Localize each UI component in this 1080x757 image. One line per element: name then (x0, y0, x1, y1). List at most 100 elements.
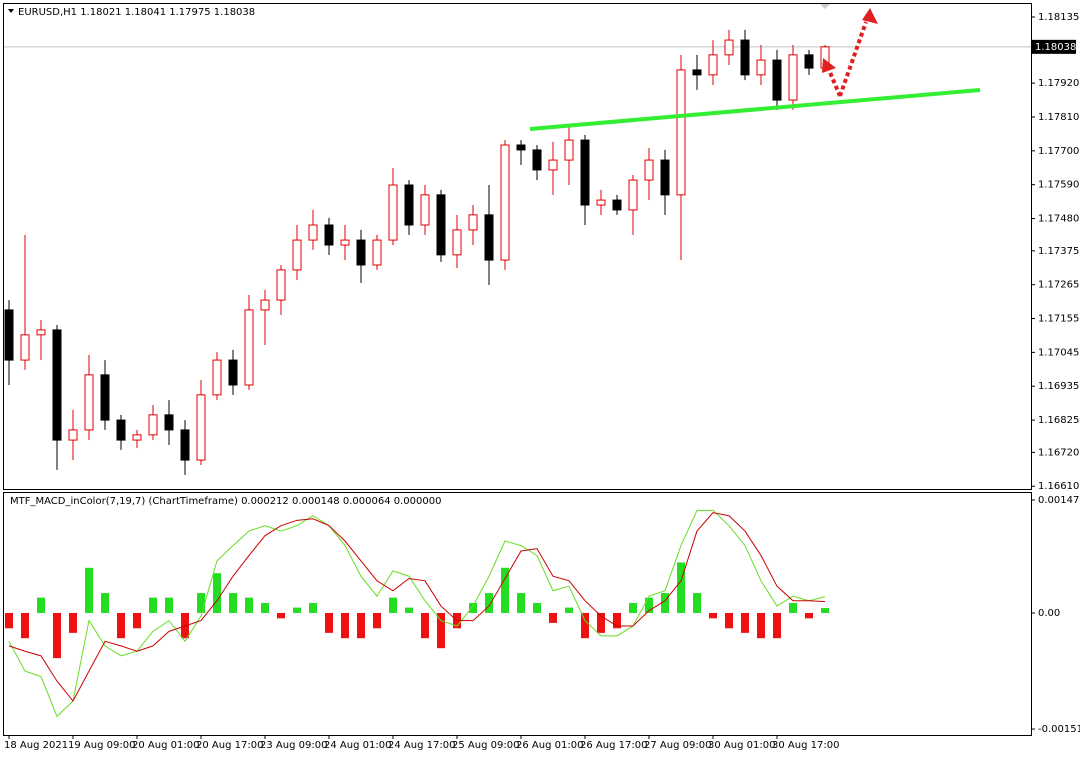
candle-body (196, 394, 206, 461)
arrow-head (862, 8, 878, 24)
candle-body (500, 144, 510, 261)
macd-bar (309, 603, 317, 613)
macd-bar (325, 612, 333, 633)
candle-body (100, 374, 110, 421)
macd-bar (5, 612, 13, 629)
x-tick-label: 30 Aug 17:00 (772, 740, 839, 751)
x-tick-label: 24 Aug 01:00 (324, 740, 391, 751)
macd-bar (469, 603, 477, 613)
macd-bar (581, 612, 589, 639)
candle-body (788, 54, 798, 101)
candle-body (612, 199, 622, 211)
candle-body (452, 229, 462, 256)
macd-bar (37, 597, 45, 613)
candle-body (596, 199, 606, 206)
y-tick-label: 1.17155 (1038, 314, 1079, 325)
candle-body (276, 269, 286, 301)
macd-bar (501, 567, 509, 613)
macd-bar (197, 593, 205, 613)
macd-bar (53, 612, 61, 659)
macd-bar (165, 597, 173, 613)
macd-bar (549, 612, 557, 623)
macd-bar (757, 612, 765, 639)
macd-bar (661, 593, 669, 613)
candle-body (468, 214, 478, 231)
macd-bar (149, 597, 157, 613)
candle-body (708, 54, 718, 76)
candle-body (20, 334, 30, 361)
macd-bar (613, 612, 621, 629)
candle-body (516, 144, 526, 151)
y-tick-label: 1.16935 (1038, 381, 1079, 392)
x-tick-label: 30 Aug 01:00 (708, 740, 775, 751)
macd-bar (21, 612, 29, 639)
x-tick-label: 20 Aug 01:00 (132, 740, 199, 751)
y-tick-label: -0.001516 (1038, 724, 1080, 735)
macd-bar (805, 612, 813, 619)
x-tick-label: 26 Aug 01:00 (516, 740, 583, 751)
candle-body (388, 184, 398, 241)
macd-bar (517, 593, 525, 613)
candle-body (692, 69, 702, 76)
y-tick-label: 1.17590 (1038, 180, 1079, 191)
macd-main-line (8, 509, 826, 718)
y-tick-label: 1.16610 (1038, 481, 1079, 492)
y-tick-label: 1.17700 (1038, 146, 1079, 157)
macd-bar (357, 612, 365, 639)
symbol-menu-arrow[interactable] (8, 9, 14, 13)
arrow-breakout (838, 21, 868, 97)
candle-body (772, 59, 782, 101)
x-tick-label: 26 Aug 17:00 (580, 740, 647, 751)
candle-body (644, 159, 654, 181)
candle-body (676, 69, 686, 196)
candle-body (340, 239, 350, 246)
macd-bar (773, 612, 781, 639)
macd-header: MTF_MACD_inColor(7,19,7) (ChartTimeframe… (10, 496, 441, 507)
candle-body (84, 374, 94, 431)
macd-bar (69, 612, 77, 633)
bid-label-box (1032, 39, 1076, 54)
candle-body (484, 214, 494, 261)
candle-body (420, 194, 430, 226)
candle-body (132, 434, 142, 441)
macd-bar (213, 573, 221, 613)
candle-body (228, 359, 238, 386)
candle-body (68, 429, 78, 441)
candle-body (52, 329, 62, 441)
macd-bar (117, 612, 125, 639)
macd-bar (485, 593, 493, 613)
macd-signal-line (8, 512, 826, 702)
candle-body (292, 239, 302, 271)
trend-line[interactable] (529, 88, 981, 131)
macd-bar (741, 612, 749, 633)
candle-body (756, 59, 766, 76)
y-tick-label: 1.17375 (1038, 246, 1079, 257)
candle-body (244, 309, 254, 386)
candle-body (148, 414, 158, 436)
candle-body (628, 179, 638, 211)
candle-body (804, 54, 814, 69)
macd-bar (597, 612, 605, 633)
macd-bar (245, 597, 253, 613)
candle-body (36, 329, 46, 336)
macd-bar (261, 603, 269, 613)
y-tick-label: 1.18135 (1038, 12, 1079, 23)
macd-bar (693, 593, 701, 613)
macd-bar (645, 597, 653, 613)
macd-bar (373, 612, 381, 629)
candle-body (164, 414, 174, 431)
candle-body (660, 159, 670, 196)
y-tick-label: 1.17265 (1038, 280, 1079, 291)
candle-body (212, 359, 222, 396)
x-tick-label: 25 Aug 09:00 (452, 740, 519, 751)
macd-bar (629, 603, 637, 613)
candle-body (548, 159, 558, 171)
candle-body (404, 184, 414, 226)
macd-bar (101, 593, 109, 613)
x-tick-label: 23 Aug 09:00 (260, 740, 327, 751)
macd-bar (405, 607, 413, 613)
y-tick-label: 0.00 (1038, 608, 1060, 619)
price-panel-frame (3, 3, 1032, 490)
